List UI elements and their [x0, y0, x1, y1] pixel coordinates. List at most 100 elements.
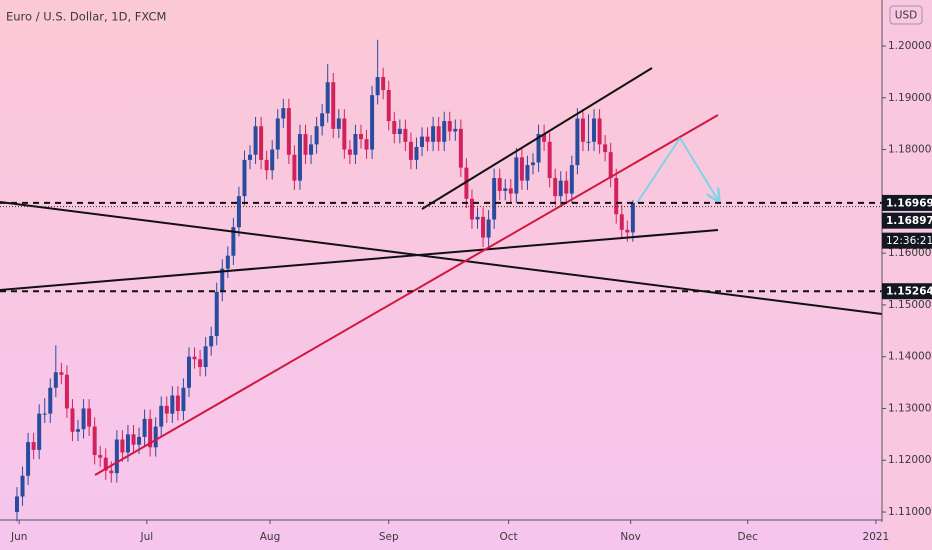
- candle-body: [547, 141, 552, 179]
- y-tick-label: 1.20000: [888, 40, 931, 52]
- levels: [0, 201, 882, 293]
- candle-body: [137, 436, 142, 445]
- candle-body: [92, 426, 97, 456]
- candle-body: [320, 113, 325, 127]
- trend-line: [0, 201, 883, 315]
- level-label-box: [882, 283, 932, 300]
- candle-body: [325, 82, 330, 114]
- candle-body: [297, 134, 302, 181]
- candle-body: [76, 429, 81, 432]
- candle-body: [597, 118, 602, 145]
- candle-body: [397, 128, 402, 135]
- candle-body: [120, 439, 125, 453]
- candle-body: [114, 439, 119, 474]
- candle-body: [181, 387, 186, 412]
- countdown-box: [882, 232, 932, 249]
- candle-body: [580, 118, 585, 142]
- candle-body: [592, 118, 597, 142]
- candle-body: [286, 108, 291, 155]
- level-label: 1.16969: [886, 197, 932, 209]
- candle-body: [48, 387, 53, 414]
- candle-body: [203, 346, 208, 368]
- candle-body: [98, 455, 103, 458]
- y-tick-label: 1.18000: [888, 144, 931, 156]
- countdown-label: 12:36:21: [886, 235, 932, 247]
- candle-body: [375, 77, 380, 96]
- candle-body: [214, 291, 219, 336]
- candle-body: [131, 434, 136, 445]
- candle-body: [370, 95, 375, 150]
- projection-arrow: [636, 137, 681, 204]
- candle-body: [225, 255, 230, 269]
- candle-body: [264, 159, 269, 171]
- candle-body: [42, 413, 47, 415]
- candle-body: [314, 126, 319, 145]
- candle-body: [336, 118, 341, 129]
- candle-body: [481, 216, 486, 238]
- candle-body: [503, 188, 508, 191]
- candle-body: [26, 442, 31, 476]
- candle-body: [342, 118, 347, 150]
- y-tick-label: 1.11000: [888, 506, 931, 518]
- candle-body: [408, 141, 413, 160]
- candle-body: [514, 157, 519, 194]
- candle-body: [209, 335, 214, 347]
- drawings: [0, 67, 883, 476]
- candle-body: [159, 405, 164, 427]
- candle-body: [603, 144, 608, 153]
- y-tick-label: 1.15000: [888, 299, 931, 311]
- candle-body: [486, 219, 491, 238]
- candle-body: [231, 227, 236, 256]
- y-tick-label: 1.19000: [888, 92, 931, 104]
- candle-body: [164, 405, 169, 414]
- candle-body: [109, 470, 114, 474]
- x-tick-label: 2021: [863, 531, 890, 543]
- candle-body: [303, 134, 308, 155]
- currency: USD: [895, 10, 917, 22]
- candle-body: [497, 178, 502, 191]
- candle-body: [475, 216, 480, 220]
- x-tick-label: Jul: [139, 531, 153, 543]
- x-tick-label: Dec: [738, 531, 759, 543]
- candle-body: [331, 82, 336, 129]
- candle-body: [309, 144, 314, 155]
- candle-body: [564, 180, 569, 194]
- candle-body: [630, 202, 635, 233]
- y-tick-label: 1.14000: [888, 351, 931, 363]
- candle-body: [153, 426, 158, 448]
- candle-body: [442, 121, 447, 142]
- chart-title: Euro / U.S. Dollar, 1D, FXCM: [6, 10, 166, 24]
- candle-body: [608, 152, 613, 179]
- candle-body: [431, 126, 436, 142]
- candle-body: [14, 496, 19, 513]
- candle-body: [575, 118, 580, 166]
- candle-body: [553, 178, 558, 197]
- candle-body: [53, 372, 58, 388]
- candle-body: [275, 118, 280, 150]
- candle-body: [447, 121, 452, 132]
- level-label: 1.15264: [886, 286, 932, 298]
- candle-body: [20, 475, 25, 497]
- axes: 1.11000 1.12000 1.13000 1.14000 1.15000 1.160…: [10, 40, 932, 543]
- candle-body: [625, 229, 630, 233]
- candle-body: [353, 134, 358, 155]
- price-axis: [882, 0, 932, 550]
- candle-body: [292, 154, 297, 181]
- candle-body: [386, 89, 391, 122]
- candle-body: [186, 356, 191, 388]
- candle-body: [619, 214, 624, 230]
- candle-body: [198, 359, 203, 368]
- currency-box: [889, 5, 923, 25]
- candle-body: [436, 126, 441, 142]
- candle-body: [31, 442, 36, 450]
- candle-body: [125, 434, 130, 453]
- candle-body: [542, 134, 547, 142]
- candle-body: [614, 178, 619, 215]
- candle-body: [81, 408, 86, 430]
- y-tick-label: 1.12000: [888, 454, 931, 466]
- candle-body: [364, 139, 369, 150]
- candle-body: [464, 167, 469, 199]
- candle-body: [281, 108, 286, 119]
- candle-body: [469, 198, 474, 220]
